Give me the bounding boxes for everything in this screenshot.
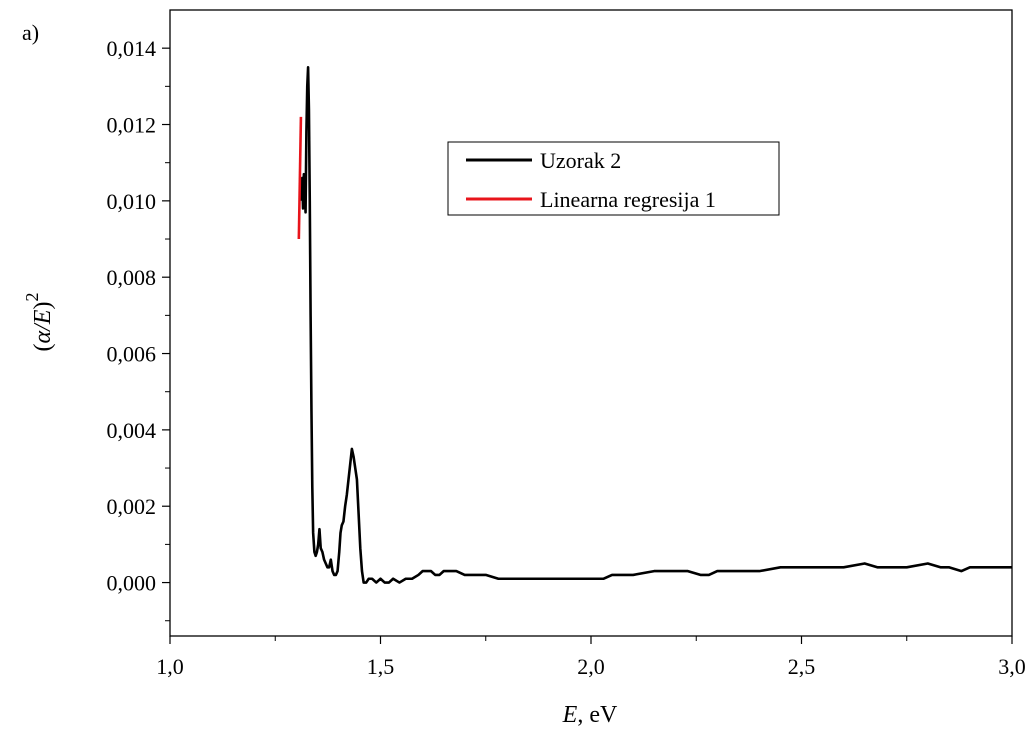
panel-label: a)	[22, 20, 39, 45]
y-axis: 0,000 0,002 0,004 0,006 0,008 0,010 0,012 0,014	[107, 36, 170, 622]
series-line-uzorak-2	[300, 65, 1012, 584]
y-tick-label: 0,010	[107, 189, 157, 214]
series-group	[297, 65, 1012, 584]
legend-label-regresija: Linearna regresija 1	[540, 187, 716, 212]
y-tick-label: 0,008	[107, 265, 157, 290]
y-tick-label: 0,012	[107, 113, 157, 138]
x-tick-label: 3,0	[998, 654, 1026, 679]
legend: Uzorak 2 Linearna regresija 1	[447, 141, 780, 216]
x-tick-label: 2,0	[577, 654, 605, 679]
y-axis-title: (α/E)2	[22, 293, 56, 352]
y-tick-label: 0,004	[107, 418, 157, 443]
legend-box	[447, 141, 780, 216]
y-axis-title-symbol: α/E	[30, 309, 56, 343]
x-tick-label: 2,5	[788, 654, 816, 679]
x-tick-label: 1,5	[367, 654, 395, 679]
series-line-linearna-regresija-1	[297, 116, 303, 240]
plot-border	[169, 9, 1013, 637]
y-axis-title-exponent: 2	[22, 293, 42, 302]
y-tick-label: 0,002	[107, 494, 157, 519]
x-axis-title-unit: , eV	[577, 702, 618, 728]
y-tick-label: 0,000	[107, 571, 157, 596]
y-tick-label: 0,014	[107, 36, 157, 61]
plot-frame	[169, 9, 1013, 637]
y-axis-title-close-paren: )	[30, 302, 56, 310]
x-axis-title: E, eV	[562, 702, 618, 728]
legend-label-uzorak: Uzorak 2	[540, 148, 621, 173]
y-tick-label: 0,006	[107, 342, 157, 367]
x-tick-label: 1,0	[156, 654, 184, 679]
x-axis-title-symbol: E	[562, 702, 578, 728]
y-axis-title-open-paren: (	[30, 343, 56, 351]
x-axis: 1,0 1,5 2,0 2,5 3,0	[156, 636, 1026, 679]
